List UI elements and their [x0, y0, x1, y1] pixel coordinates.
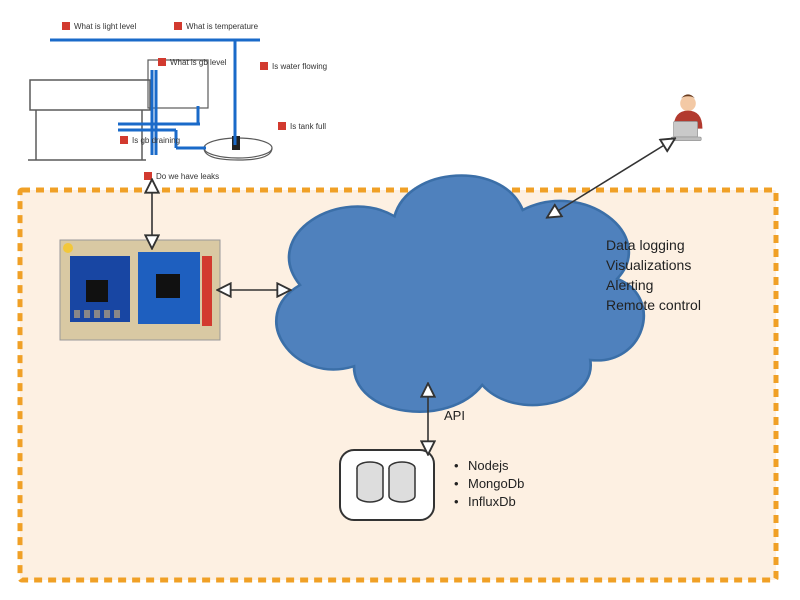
- sensor-marker: [260, 62, 268, 70]
- sensor-label: What is gb level: [170, 58, 227, 67]
- api-label: API: [444, 408, 465, 423]
- stack-list-item: MongoDb: [468, 476, 524, 491]
- feature-list-item: Remote control: [606, 297, 701, 313]
- sensor-marker: [278, 122, 286, 130]
- feature-list-item: Visualizations: [606, 257, 691, 273]
- feature-list-item: Alerting: [606, 277, 653, 293]
- stack-list-item: Nodejs: [468, 458, 509, 473]
- sensor-label: What is temperature: [186, 22, 259, 31]
- bullet: •: [454, 458, 459, 473]
- sensor-label: Is water flowing: [272, 62, 327, 71]
- server-db: [340, 450, 434, 520]
- feature-list-item: Data logging: [606, 237, 685, 253]
- sensor-marker: [158, 58, 166, 66]
- architecture-diagram: What is light level What is temperature Wh…: [0, 0, 800, 600]
- sensor-label: Is tank full: [290, 122, 326, 131]
- sensor-marker: [144, 172, 152, 180]
- sensor-label: Do we have leaks: [156, 172, 219, 181]
- sensor-marker: [174, 22, 182, 30]
- sensor-marker: [62, 22, 70, 30]
- stack-list-item: InfluxDb: [468, 494, 516, 509]
- circuit-board: [60, 240, 220, 340]
- sensor-marker: [120, 136, 128, 144]
- bullet: •: [454, 476, 459, 491]
- sensor-label: What is light level: [74, 22, 136, 31]
- sensor-label: Is gb draining: [132, 136, 180, 145]
- bullet: •: [454, 494, 459, 509]
